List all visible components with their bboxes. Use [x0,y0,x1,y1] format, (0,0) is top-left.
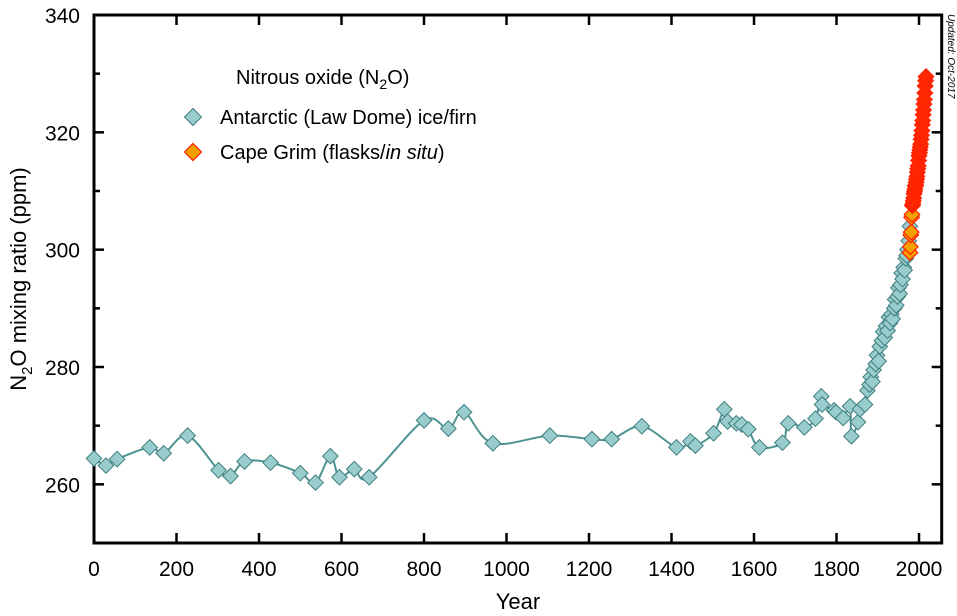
law-dome-point [583,430,601,448]
cape-grim-point [917,67,935,86]
law-dome-point [863,373,881,391]
y-tick-label: 340 [45,5,80,28]
x-tick-label: 200 [159,558,194,581]
law-dome-point [715,400,733,418]
x-tick-label: 2000 [896,558,943,581]
law-dome-point [307,474,325,492]
law-dome-point [806,410,824,428]
law-dome-point [667,438,685,456]
law-dome-point [884,310,902,328]
law-dome-point [856,396,874,414]
x-tick-label: 800 [406,558,441,581]
law-dome-point [834,409,852,427]
law-dome-point [236,452,254,470]
x-tick-label: 1600 [731,558,778,581]
law-dome-point [541,427,559,445]
law-dome-point [291,464,309,482]
y-tick-label: 320 [45,122,80,145]
y-tick-label: 280 [45,357,80,380]
law-dome-point [262,454,280,472]
law-dome-point [415,411,433,429]
plot-frame [92,13,944,545]
law-dome-point [686,437,704,455]
law-dome-point [750,438,768,456]
x-axis-title: Year [496,589,540,614]
legend-marker-law-dome [183,107,203,127]
law-dome-points [85,217,919,492]
law-dome-point [321,447,339,465]
law-dome-point [484,434,502,452]
y-axis-title: N2O mixing ratio (ppm) [6,167,36,391]
law-dome-point [179,427,197,445]
x-tick-label: 1000 [483,558,530,581]
law-dome-point [85,450,103,468]
legend: Nitrous oxide (N2O) Antarctic (Law Dome)… [183,67,477,164]
cape-grim-point [901,238,919,256]
law-dome-point [345,460,363,478]
law-dome-point [360,468,378,486]
cape-grim-point [902,223,920,241]
y-tick-labels: 260 280 300 320 340 [45,5,80,497]
law-dome-point [155,444,173,462]
law-dome-point [108,450,126,468]
law-dome-point [870,352,888,370]
x-tick-label: 400 [241,558,276,581]
x-tick-labels: 0 200 400 600 800 1000 1200 1400 1600 1800 2000 [88,558,942,581]
x-tick-label: 1200 [566,558,613,581]
law-dome-point [439,420,457,438]
law-dome-point [773,434,791,452]
legend-label-cape-grim: Cape Grim (flasks/in situ) [220,142,445,164]
law-dome-point [330,468,348,486]
law-dome-point [813,396,831,414]
x-tick-label: 1400 [648,558,695,581]
law-dome-point [842,427,860,445]
law-dome-point [141,438,159,456]
law-dome-point [210,461,228,479]
x-tick-label: 600 [324,558,359,581]
law-dome-point [896,261,914,279]
legend-marker-cape-grim [183,142,203,162]
law-dome-point [222,467,240,485]
law-dome-point [779,414,797,432]
y-tick-label: 260 [45,474,80,497]
x-tick-label: 1800 [813,558,860,581]
law-dome-point [739,420,757,438]
law-dome-point [603,430,621,448]
law-dome-point [795,418,813,436]
law-dome-point [455,403,473,421]
axes [92,13,944,545]
y-tick-label: 300 [45,240,80,263]
legend-title: Nitrous oxide (N2O) [236,67,409,92]
x-tick-label: 0 [88,558,100,581]
updated-annotation: Updated: Oct-2017 [945,14,956,99]
law-dome-point [849,413,867,431]
law-dome-point [633,417,651,435]
legend-label-law-dome: Antarctic (Law Dome) ice/firn [220,107,477,129]
law-dome-point [705,424,723,442]
law-dome-point [97,457,115,475]
cape-grim-points [901,67,935,262]
